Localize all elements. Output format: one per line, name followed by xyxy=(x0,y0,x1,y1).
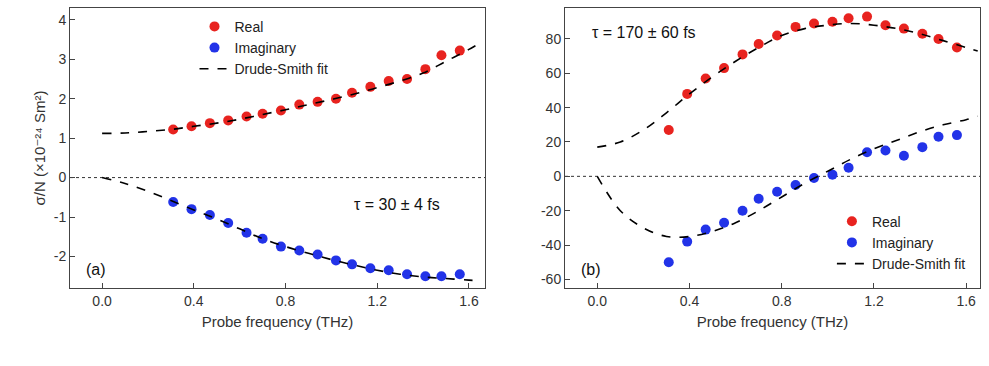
svg-text:0.4: 0.4 xyxy=(184,293,204,309)
svg-text:0.0: 0.0 xyxy=(92,293,112,309)
svg-text:1.6: 1.6 xyxy=(459,293,479,309)
svg-text:0: 0 xyxy=(553,168,561,184)
svg-text:-40: -40 xyxy=(541,237,561,253)
svg-text:Probe frequency (THz): Probe frequency (THz) xyxy=(202,313,354,330)
svg-text:0.8: 0.8 xyxy=(772,293,792,309)
svg-text:Imaginary: Imaginary xyxy=(872,235,933,251)
svg-text:40: 40 xyxy=(546,100,562,116)
svg-text:4: 4 xyxy=(58,12,66,28)
svg-text:1: 1 xyxy=(58,130,66,146)
svg-text:2: 2 xyxy=(58,91,66,107)
svg-text:(a): (a) xyxy=(86,261,106,278)
svg-text:Drude-Smith fit: Drude-Smith fit xyxy=(235,61,328,77)
svg-text:1.6: 1.6 xyxy=(956,293,976,309)
svg-text:0: 0 xyxy=(58,169,66,185)
svg-text:-60: -60 xyxy=(541,271,561,287)
svg-text:0.0: 0.0 xyxy=(588,293,608,309)
svg-text:Drude-Smith fit: Drude-Smith fit xyxy=(872,256,965,272)
svg-text:Real: Real xyxy=(235,19,264,35)
svg-text:σ/N (×10⁻²⁴ Sm²): σ/N (×10⁻²⁴ Sm²) xyxy=(31,91,48,206)
svg-text:20: 20 xyxy=(546,134,562,150)
svg-text:-20: -20 xyxy=(541,203,561,219)
svg-text:Imaginary: Imaginary xyxy=(235,40,296,56)
svg-text:Probe frequency (THz): Probe frequency (THz) xyxy=(697,313,849,330)
svg-text:60: 60 xyxy=(546,65,562,81)
svg-text:3: 3 xyxy=(58,51,66,67)
svg-text:1.2: 1.2 xyxy=(864,293,884,309)
svg-text:(b): (b) xyxy=(581,261,601,278)
svg-text:80: 80 xyxy=(546,31,562,47)
svg-text:-2: -2 xyxy=(54,248,67,264)
svg-text:Real: Real xyxy=(872,214,901,230)
svg-text:τ = 170 ± 60 fs: τ = 170 ± 60 fs xyxy=(592,24,696,41)
svg-text:-1: -1 xyxy=(54,209,67,225)
svg-text:0.4: 0.4 xyxy=(680,293,700,309)
svg-text:1.2: 1.2 xyxy=(368,293,388,309)
svg-text:τ = 30 ± 4 fs: τ = 30 ± 4 fs xyxy=(354,196,440,213)
svg-text:0.8: 0.8 xyxy=(276,293,296,309)
